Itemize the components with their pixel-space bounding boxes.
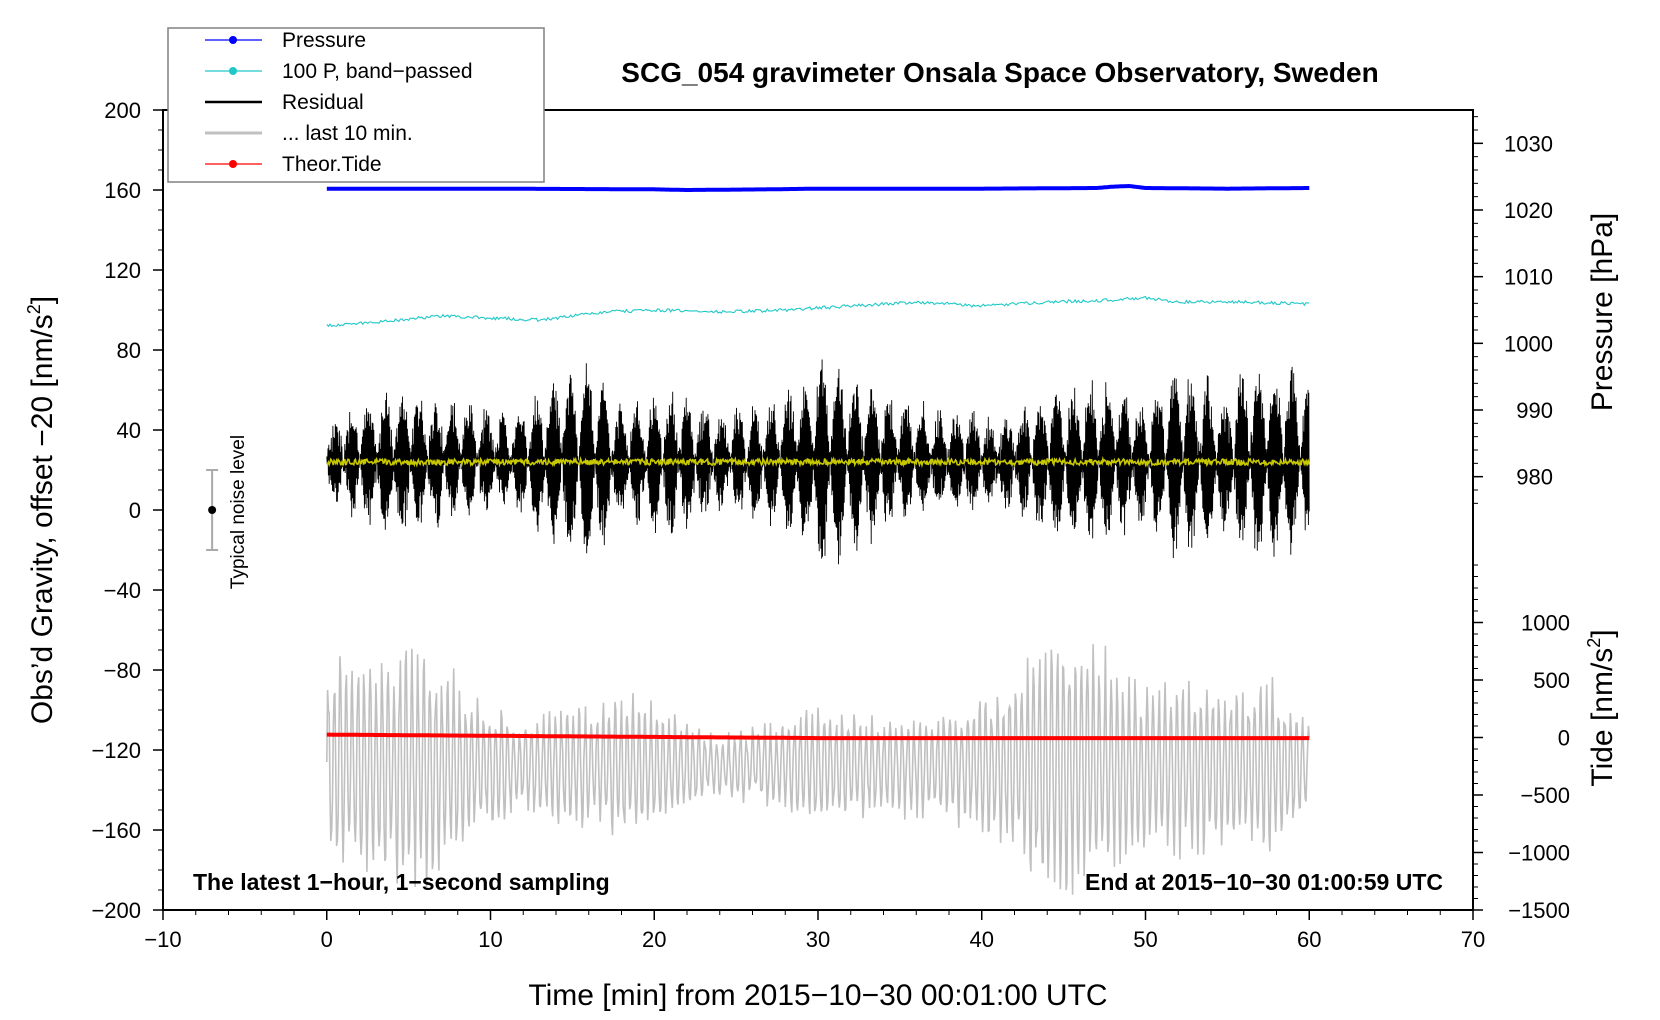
series-last-10-min [326, 644, 1310, 895]
pressure-tick-label: 1030 [1504, 131, 1553, 156]
series-pressure [326, 183, 1310, 192]
tide-tick-label: −1000 [1508, 841, 1570, 866]
legend-label: Pressure [282, 29, 366, 52]
x-tick-label: 60 [1297, 927, 1321, 952]
pressure-axis-label: Pressure [hPa] [1586, 213, 1619, 411]
series-layer [326, 183, 1310, 895]
tide-tick-label: 500 [1533, 668, 1570, 693]
pressure-tick-label: 1020 [1504, 198, 1553, 223]
legend-label: Residual [282, 91, 364, 114]
x-tick-label: 30 [806, 927, 830, 952]
tide-tick-label: −1500 [1508, 898, 1570, 923]
series-residual [326, 359, 1310, 565]
legend-box [167, 27, 545, 183]
y-axis-label: Obs’d Gravity, offset −20 [nm/s2] [24, 296, 59, 724]
y-tick-label: 0 [129, 498, 141, 523]
x-tick-label: 40 [970, 927, 994, 952]
y-tick-label: 160 [104, 178, 141, 203]
x-tick-label: 0 [321, 927, 333, 952]
y-tick-label: 40 [117, 418, 141, 443]
ticks-layer: −10 0 10 20 30 40 50 60 7020016012080400−40−80−1… [91, 98, 1570, 952]
y-tick-label: 200 [104, 98, 141, 123]
x-tick-label: 10 [478, 927, 502, 952]
x-tick-label: −10 [144, 927, 181, 952]
legend-label: 100 P, band−passed [282, 60, 473, 83]
y-tick-label: −120 [91, 738, 141, 763]
pressure-tick-label: 980 [1516, 465, 1553, 490]
chart-title: SCG_054 gravimeter Onsala Space Observat… [621, 57, 1378, 88]
pressure-tick-label: 1000 [1504, 331, 1553, 356]
tide-tick-label: 1000 [1521, 611, 1570, 636]
x-tick-label: 50 [1133, 927, 1157, 952]
y-tick-label: −200 [91, 898, 141, 923]
legend-label: ... last 10 min. [282, 122, 413, 145]
tide-axis-label-sup: 2 [1584, 638, 1604, 648]
legend: Pressure 100 P, band−passed Residual ... la… [167, 27, 545, 183]
tide-axis-label: Tide [nm/s2] [1584, 629, 1619, 786]
y-tick-label: −160 [91, 818, 141, 843]
pressure-tick-label: 1010 [1504, 265, 1553, 290]
series-residual-smoothed [326, 455, 1310, 469]
x-axis-label: Time [min] from 2015−10−30 00:01:00 UTC [528, 979, 1107, 1012]
pressure-tick-label: 990 [1516, 398, 1553, 423]
noise-indicator: Typical noise level [206, 435, 249, 589]
noise-bar-center-dot [208, 506, 217, 514]
annotation-bottom-left: The latest 1−hour, 1−second sampling [193, 869, 610, 895]
tide-axis-label-main: Tide [nm/s [1586, 648, 1619, 787]
noise-level-label: Typical noise level [228, 435, 249, 589]
tide-tick-label: 0 [1558, 726, 1570, 751]
y-tick-label: −80 [104, 658, 141, 683]
y-axis-label-close: ] [26, 296, 59, 304]
y-tick-label: 120 [104, 258, 141, 283]
annotation-bottom-right: End at 2015−10−30 01:00:59 UTC [1085, 869, 1443, 895]
legend-marker [229, 160, 237, 168]
legend-marker [229, 67, 237, 75]
tide-tick-label: −500 [1520, 783, 1570, 808]
legend-label: Theor.Tide [282, 153, 382, 176]
y-tick-label: −40 [104, 578, 141, 603]
series-band-passed-pressure [326, 295, 1310, 328]
tide-axis-label-close: ] [1586, 629, 1619, 637]
x-tick-label: 70 [1461, 927, 1485, 952]
y-tick-label: 80 [117, 338, 141, 363]
y-axis-label-main: Obs’d Gravity, offset −20 [nm/s [26, 314, 59, 724]
series-theoretical-tide [326, 732, 1310, 741]
legend-marker [229, 36, 237, 44]
x-tick-label: 20 [642, 927, 666, 952]
y-axis-label-sup: 2 [24, 304, 44, 314]
